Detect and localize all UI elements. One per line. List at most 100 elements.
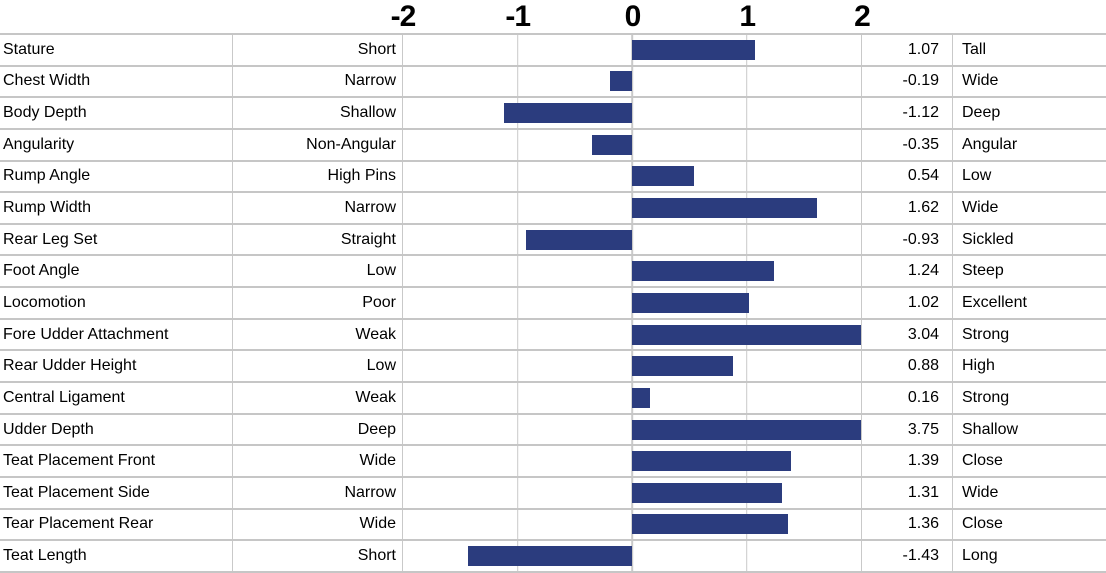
bar-cell bbox=[403, 193, 862, 223]
trait-name: Rear Leg Set bbox=[0, 224, 233, 255]
chart-gridline bbox=[745, 383, 748, 413]
chart-gridline bbox=[516, 66, 519, 97]
trait-row: Teat Length Short -1.43 Long bbox=[0, 541, 1106, 573]
high-end-label: High bbox=[962, 357, 995, 375]
trait-name: Stature bbox=[0, 35, 233, 65]
trait-name: Teat Placement Front bbox=[0, 446, 233, 476]
chart-gridline bbox=[516, 129, 519, 160]
header-spacer-low bbox=[233, 0, 403, 33]
trait-row: Rear Leg Set Straight -0.93 Sickled bbox=[0, 224, 1106, 257]
high-end-label: Close bbox=[962, 515, 1003, 533]
value-bar bbox=[610, 71, 632, 92]
value-bar bbox=[632, 324, 861, 345]
trait-name: Chest Width bbox=[0, 66, 233, 97]
chart-gridline bbox=[516, 319, 519, 350]
chart-gridline bbox=[516, 509, 519, 540]
low-end-label: Weak bbox=[233, 319, 403, 350]
value-bar bbox=[632, 451, 792, 472]
chart-gridline bbox=[745, 129, 748, 160]
trait-row: Angularity Non-Angular -0.35 Angular bbox=[0, 129, 1106, 162]
trait-row: Stature Short 1.07 Tall bbox=[0, 35, 1106, 67]
trait-name: Fore Udder Attachment bbox=[0, 319, 233, 350]
high-end-label: Wide bbox=[962, 72, 999, 90]
value-bar bbox=[632, 198, 818, 219]
trait-row: Locomotion Poor 1.02 Excellent bbox=[0, 288, 1106, 320]
trait-value: 1.31 bbox=[862, 477, 953, 508]
trait-row: Rear Udder Height Low 0.88 High bbox=[0, 351, 1106, 384]
high-end-label: Angular bbox=[962, 135, 1018, 153]
chart-gridline bbox=[745, 66, 748, 97]
chart-gridline bbox=[516, 193, 519, 223]
value-bar bbox=[468, 546, 632, 567]
chart-gridline bbox=[745, 161, 748, 192]
chart-gridline bbox=[631, 541, 633, 571]
axis-tick-label: 1 bbox=[739, 0, 756, 33]
header-spacer-trait bbox=[0, 0, 233, 33]
axis-header: -2 -1 0 1 2 bbox=[0, 0, 1106, 35]
bar-cell bbox=[403, 288, 862, 318]
chart-gridline bbox=[516, 446, 519, 476]
trait-name: Teat Placement Side bbox=[0, 477, 233, 508]
value-bar bbox=[632, 39, 755, 60]
bar-cell bbox=[403, 509, 862, 540]
trait-value: 1.24 bbox=[862, 256, 953, 287]
high-end-label: Strong bbox=[962, 388, 1010, 406]
axis-tick-label: 2 bbox=[854, 0, 871, 33]
bar-cell bbox=[403, 383, 862, 413]
value-bar bbox=[632, 292, 749, 313]
high-end-label: Close bbox=[962, 452, 1003, 470]
high-end-label: Sickled bbox=[962, 230, 1014, 248]
trait-value: 0.16 bbox=[862, 383, 953, 413]
trait-value: -0.35 bbox=[862, 129, 953, 160]
low-end-label: Narrow bbox=[233, 477, 403, 508]
low-end-label: Short bbox=[233, 541, 403, 571]
trait-row: Fore Udder Attachment Weak 3.04 Strong bbox=[0, 319, 1106, 352]
chart-gridline bbox=[516, 288, 519, 318]
low-end-label: Wide bbox=[233, 509, 403, 540]
high-end-label: Wide bbox=[962, 483, 999, 501]
bar-cell bbox=[403, 256, 862, 287]
trait-row: Rump Width Narrow 1.62 Wide bbox=[0, 193, 1106, 225]
trait-value: 1.02 bbox=[862, 288, 953, 318]
bar-cell bbox=[403, 35, 862, 65]
axis-tick-label: -2 bbox=[390, 0, 417, 33]
bar-cell bbox=[403, 224, 862, 255]
bar-cell bbox=[403, 319, 862, 350]
bar-cell bbox=[403, 161, 862, 192]
value-bar bbox=[632, 356, 733, 377]
chart-gridline bbox=[631, 224, 633, 255]
chart-gridline bbox=[516, 224, 519, 255]
trait-name: Tear Placement Rear bbox=[0, 509, 233, 540]
high-end-label: Strong bbox=[962, 325, 1010, 343]
trait-name: Central Ligament bbox=[0, 383, 233, 413]
value-bar bbox=[591, 134, 632, 155]
trait-row: Body Depth Shallow -1.12 Deep bbox=[0, 98, 1106, 130]
low-end-label: Poor bbox=[233, 288, 403, 318]
low-end-label: Wide bbox=[233, 446, 403, 476]
low-end-label: Deep bbox=[233, 414, 403, 445]
trait-name: Rear Udder Height bbox=[0, 351, 233, 382]
high-end-label: Deep bbox=[962, 104, 1001, 122]
trait-row: Rump Angle High Pins 0.54 Low bbox=[0, 161, 1106, 194]
trait-row: Chest Width Narrow -0.19 Wide bbox=[0, 66, 1106, 99]
chart-gridline bbox=[745, 224, 748, 255]
trait-value: 1.07 bbox=[862, 35, 953, 65]
high-end-label: Excellent bbox=[962, 293, 1027, 311]
bar-cell bbox=[403, 446, 862, 476]
chart-gridline bbox=[516, 351, 519, 382]
chart-gridline bbox=[516, 161, 519, 192]
trait-name: Foot Angle bbox=[0, 256, 233, 287]
high-end-label: Tall bbox=[962, 40, 987, 58]
chart-gridline bbox=[516, 414, 519, 445]
low-end-label: High Pins bbox=[233, 161, 403, 192]
trait-value: 3.04 bbox=[862, 319, 953, 350]
header-spacer-value bbox=[862, 0, 953, 33]
value-bar bbox=[632, 166, 694, 187]
bar-cell bbox=[403, 414, 862, 445]
high-end-label: Long bbox=[962, 547, 998, 565]
low-end-label: Short bbox=[233, 35, 403, 65]
chart-gridline bbox=[516, 35, 519, 65]
trait-value: 1.36 bbox=[862, 509, 953, 540]
trait-value: 0.88 bbox=[862, 351, 953, 382]
